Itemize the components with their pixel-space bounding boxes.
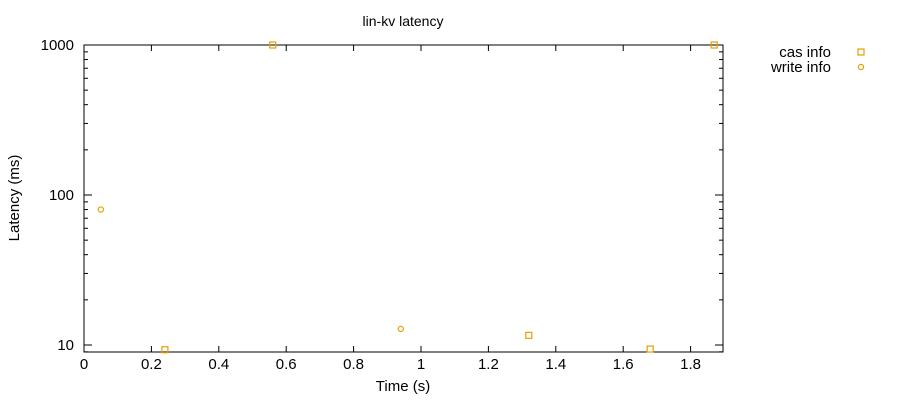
x-tick-label: 0.4 xyxy=(208,356,229,373)
legend-marker-write-info xyxy=(857,63,865,71)
x-tick-label: 1 xyxy=(417,356,425,373)
y-axis-label: Latency (ms) xyxy=(6,155,23,242)
write-info-point xyxy=(397,325,404,333)
x-tick-label: 0.6 xyxy=(276,356,297,373)
y-axis: 10 100 1000 xyxy=(41,37,723,354)
x-tick-label: 0.2 xyxy=(141,356,162,373)
legend-label-write-info: write info xyxy=(770,59,831,76)
cas-info-point xyxy=(161,346,169,354)
cas-info-point xyxy=(269,41,277,49)
x-tick-label: 0 xyxy=(80,356,88,373)
write-info-point xyxy=(97,206,105,213)
legend-label-cas-info: cas info xyxy=(779,44,831,61)
y-tick-label: 1000 xyxy=(41,37,74,54)
cas-info-point xyxy=(525,331,533,339)
legend: cas info write info xyxy=(770,44,865,76)
y-tick-label: 100 xyxy=(49,187,74,204)
x-tick-label: 1.8 xyxy=(680,356,701,373)
data-points xyxy=(97,41,718,354)
cas-info-point xyxy=(710,41,718,49)
cas-info-point xyxy=(646,345,654,353)
x-tick-label: 1.2 xyxy=(478,356,499,373)
legend-marker-cas-info xyxy=(857,48,865,56)
x-axis-label: Time (s) xyxy=(376,378,430,395)
x-tick-label: 1.6 xyxy=(613,356,634,373)
x-tick-label: 1.4 xyxy=(545,356,566,373)
plot-area-frame xyxy=(83,44,724,353)
x-tick-label: 0.8 xyxy=(343,356,364,373)
y-tick-label: 10 xyxy=(57,337,74,354)
x-axis: 0 0.2 0.4 0.6 0.8 1 1.2 1.4 1.6 1.8 xyxy=(80,45,701,373)
chart-title: lin-kv latency xyxy=(363,13,444,29)
